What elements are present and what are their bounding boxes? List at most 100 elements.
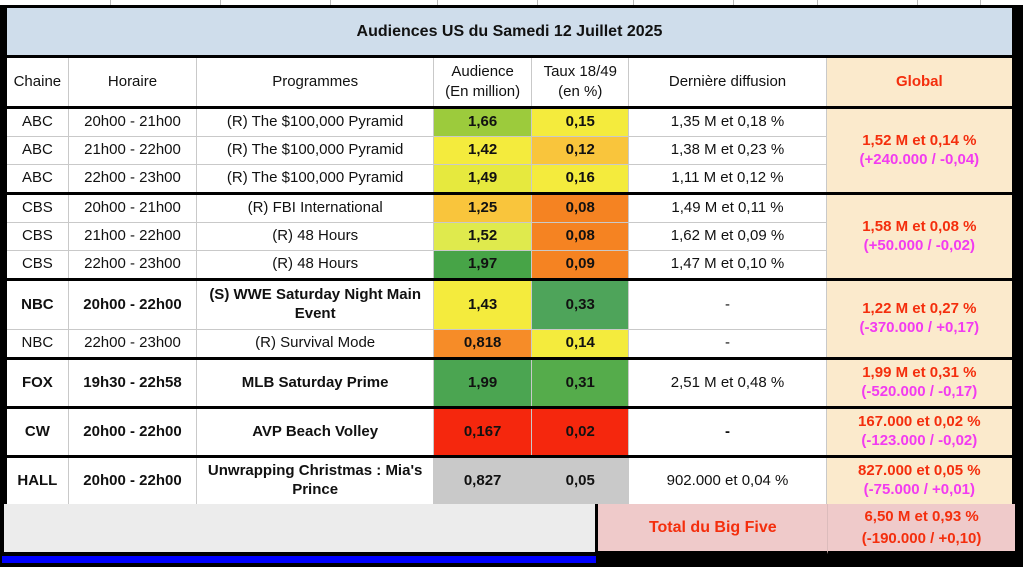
global-value: 1,99 M et 0,31 % — [862, 364, 977, 382]
global-delta: (-123.000 / -0,02) — [861, 432, 978, 449]
audience-value-cell: 1,25 — [433, 192, 533, 223]
global-cell-nbc: 1,22 M et 0,27 % (-370.000 / +0,17) — [825, 278, 1015, 359]
total-value-cell: 6,50 M et 0,93 % (-190.000 / +0,10) — [827, 504, 1015, 554]
audience-value-cell: 1,49 — [433, 164, 533, 194]
global-cell-hall: 827.000 et 0,05 % (-75.000 / +0,01) — [825, 455, 1015, 506]
global-cell-abc: 1,52 M et 0,14 % (+240.000 / -0,04) — [825, 106, 1015, 194]
audience-value-cell: 1,42 — [433, 136, 533, 165]
audience-value-cell: 0,818 — [433, 329, 533, 359]
chaine-cell: CBS — [5, 192, 69, 223]
taux-value-cell: 0,12 — [531, 136, 630, 165]
audience-value-cell: 1,43 — [433, 278, 533, 330]
chaine-cell: NBC — [5, 278, 69, 330]
audiences-table-wrap: Audiences US du Samedi 12 Juillet 2025 C… — [4, 5, 1015, 507]
horaire-cell: 21h00 - 22h00 — [67, 136, 198, 165]
horaire-cell: 21h00 - 22h00 — [67, 222, 198, 251]
table-row: NBC 22h00 - 23h00 (R) Survival Mode 0,81… — [5, 329, 1014, 359]
column-header-global: Global — [825, 56, 1015, 109]
total-label: Total du Big Five — [598, 504, 828, 554]
programme-cell: (R) 48 Hours — [196, 250, 435, 280]
diffusion-cell: - — [628, 278, 827, 330]
horaire-cell: 20h00 - 22h00 — [67, 278, 198, 330]
chaine-cell: CBS — [5, 250, 69, 280]
horaire-cell: 22h00 - 23h00 — [67, 164, 198, 194]
programme-cell: AVP Beach Volley — [196, 406, 435, 457]
taux-value-cell: 0,31 — [531, 357, 630, 408]
programme-cell: (R) 48 Hours — [196, 222, 435, 251]
horaire-cell: 20h00 - 21h00 — [67, 106, 198, 137]
taux-value-cell: 0,15 — [531, 106, 630, 137]
column-header-programmes: Programmes — [196, 56, 435, 109]
table-row: FOX 19h30 - 22h58 MLB Saturday Prime 1,9… — [5, 357, 1015, 408]
chaine-cell: FOX — [5, 357, 69, 408]
diffusion-cell: 1,38 M et 0,23 % — [628, 136, 827, 165]
chaine-cell: HALL — [5, 455, 69, 506]
audience-value-cell: 1,66 — [433, 106, 533, 137]
programme-cell: Unwrapping Christmas : Mia's Prince — [196, 455, 435, 506]
chaine-cell: ABC — [5, 136, 69, 165]
global-delta: (-75.000 / +0,01) — [863, 481, 975, 498]
programme-cell: MLB Saturday Prime — [196, 357, 435, 408]
programme-cell: (R) The $100,000 Pyramid — [196, 106, 435, 137]
total-value-line1: 6,50 M et 0,93 % — [864, 507, 979, 525]
global-cell-cbs: 1,58 M et 0,08 % (+50.000 / -0,02) — [825, 192, 1015, 280]
diffusion-cell: 902.000 et 0,04 % — [628, 455, 827, 506]
horaire-cell: 20h00 - 21h00 — [67, 192, 198, 223]
global-value: 1,22 M et 0,27 % — [862, 300, 977, 318]
table-row: CBS 20h00 - 21h00 (R) FBI International … — [5, 192, 1015, 280]
horaire-cell: 22h00 - 23h00 — [67, 329, 198, 359]
taux-value-cell: 0,05 — [531, 455, 630, 506]
horaire-cell: 22h00 - 23h00 — [67, 250, 198, 280]
taux-value-cell: 0,16 — [531, 164, 630, 194]
total-empty-cell — [4, 504, 599, 554]
spreadsheet-gridline-strip — [0, 0, 1023, 5]
audience-value-cell: 1,97 — [433, 250, 533, 280]
diffusion-cell: 1,35 M et 0,18 % — [628, 106, 827, 137]
global-value: 1,58 M et 0,08 % — [862, 217, 977, 235]
column-header-taux: Taux 18/49 (en %) — [531, 56, 630, 109]
global-value: 827.000 et 0,05 % — [858, 462, 981, 480]
taux-value-cell: 0,14 — [531, 329, 630, 359]
table-row: ABC 21h00 - 22h00 (R) The $100,000 Pyram… — [5, 136, 1014, 165]
table-row: ABC 20h00 - 21h00 (R) The $100,000 Pyram… — [5, 106, 1015, 194]
taux-value-cell: 0,33 — [531, 278, 630, 330]
global-value: 1,52 M et 0,14 % — [862, 131, 977, 149]
table-row: CBS 22h00 - 23h00 (R) 48 Hours 1,97 0,09… — [5, 250, 1014, 280]
diffusion-cell: - — [628, 329, 827, 359]
total-value-line2: (-190.000 / +0,10) — [861, 529, 982, 547]
table-header-row: Chaine Horaire Programmes Audience (En mi… — [5, 56, 1015, 109]
diffusion-cell: 1,62 M et 0,09 % — [628, 222, 827, 251]
horaire-cell: 20h00 - 22h00 — [67, 455, 198, 506]
audiences-table: Audiences US du Samedi 12 Juillet 2025 C… — [4, 5, 1015, 507]
column-header-chaine: Chaine — [5, 56, 69, 109]
blue-bottom-bar — [2, 556, 596, 563]
horaire-cell: 19h30 - 22h58 — [67, 357, 198, 408]
global-delta: (+240.000 / -0,04) — [859, 150, 980, 168]
chaine-cell: CW — [5, 406, 69, 457]
taux-value-cell: 0,08 — [531, 192, 630, 223]
chaine-cell: ABC — [5, 106, 69, 137]
table-row: CBS 21h00 - 22h00 (R) 48 Hours 1,52 0,08… — [5, 222, 1014, 251]
global-delta: (+50.000 / -0,02) — [863, 236, 975, 254]
global-delta: (-520.000 / -0,17) — [861, 383, 978, 400]
taux-value-cell: 0,08 — [531, 222, 630, 251]
programme-cell: (R) The $100,000 Pyramid — [196, 136, 435, 165]
chaine-cell: CBS — [5, 222, 69, 251]
table-row: CW 20h00 - 22h00 AVP Beach Volley 0,167 … — [5, 406, 1015, 457]
audience-value-cell: 1,52 — [433, 222, 533, 251]
column-header-diffusion: Dernière diffusion — [628, 56, 827, 109]
taux-value-cell: 0,09 — [531, 250, 630, 280]
global-cell-fox: 1,99 M et 0,31 % (-520.000 / -0,17) — [825, 357, 1015, 408]
global-delta: (-370.000 / +0,17) — [859, 319, 980, 336]
audience-value-cell: 1,99 — [433, 357, 533, 408]
diffusion-cell: - — [628, 406, 827, 457]
horaire-cell: 20h00 - 22h00 — [67, 406, 198, 457]
diffusion-cell: 2,51 M et 0,48 % — [628, 357, 827, 408]
table-title-row: Audiences US du Samedi 12 Juillet 2025 — [4, 5, 1015, 58]
programme-cell: (S) WWE Saturday Night Main Event — [196, 278, 435, 330]
column-header-audience: Audience (En million) — [433, 56, 533, 109]
global-value: 167.000 et 0,02 % — [858, 413, 981, 431]
table-row: HALL 20h00 - 22h00 Unwrapping Christmas … — [5, 455, 1015, 506]
table-row: NBC 20h00 - 22h00 (S) WWE Saturday Night… — [5, 278, 1015, 359]
